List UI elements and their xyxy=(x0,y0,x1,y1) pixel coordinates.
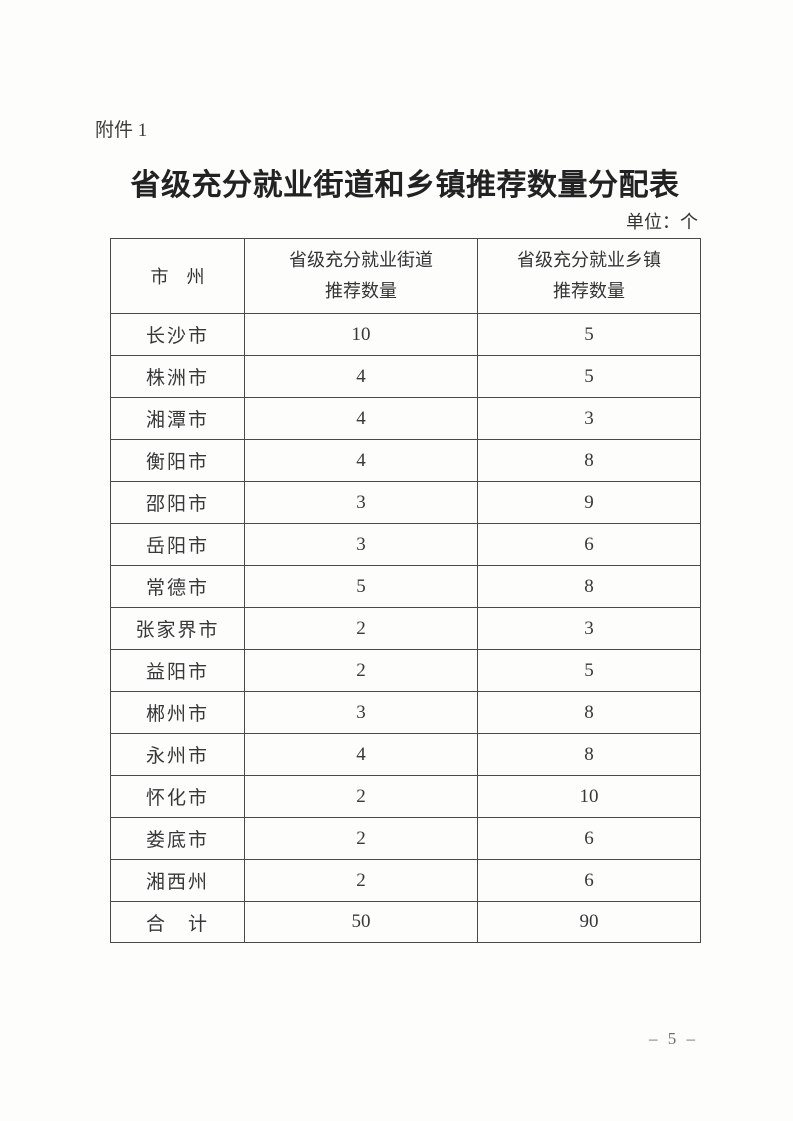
streets-count-cell: 2 xyxy=(244,817,478,860)
townships-count-cell: 8 xyxy=(477,439,701,482)
townships-count-cell: 6 xyxy=(477,859,701,902)
table-row: 张家界市 2 3 xyxy=(110,607,701,650)
city-cell: 湘潭市 xyxy=(110,397,245,440)
townships-count-cell: 8 xyxy=(477,733,701,776)
streets-count-cell: 4 xyxy=(244,397,478,440)
streets-count-cell: 2 xyxy=(244,649,478,692)
total-townships-cell: 90 xyxy=(477,901,701,943)
streets-count-cell: 10 xyxy=(244,313,478,356)
attachment-label: 附件 1 xyxy=(95,120,148,141)
townships-count-cell: 3 xyxy=(477,607,701,650)
streets-count-cell: 4 xyxy=(244,355,478,398)
header-townships: 省级充分就业乡镇 推荐数量 xyxy=(477,238,701,314)
streets-count-cell: 2 xyxy=(244,859,478,902)
city-cell: 常德市 xyxy=(110,565,245,608)
table-row: 湘潭市 4 3 xyxy=(110,397,701,440)
table-row: 常德市 5 8 xyxy=(110,565,701,608)
city-cell: 衡阳市 xyxy=(110,439,245,482)
header-townships-line1: 省级充分就业乡镇 xyxy=(517,250,661,270)
table-total-row: 合 计 50 90 xyxy=(110,901,701,943)
streets-count-cell: 2 xyxy=(244,607,478,650)
townships-count-cell: 5 xyxy=(477,355,701,398)
city-cell: 怀化市 xyxy=(110,775,245,818)
table-row: 衡阳市 4 8 xyxy=(110,439,701,482)
streets-count-cell: 5 xyxy=(244,565,478,608)
table-row: 永州市 4 8 xyxy=(110,733,701,776)
city-cell: 张家界市 xyxy=(110,607,245,650)
header-streets-line1: 省级充分就业街道 xyxy=(289,250,433,270)
table-row: 湘西州 2 6 xyxy=(110,859,701,902)
townships-count-cell: 6 xyxy=(477,817,701,860)
city-cell: 益阳市 xyxy=(110,649,245,692)
table-row: 娄底市 2 6 xyxy=(110,817,701,860)
streets-count-cell: 4 xyxy=(244,733,478,776)
page-number: – 5 – xyxy=(649,1029,698,1048)
total-streets-cell: 50 xyxy=(244,901,478,943)
table-row: 株洲市 4 5 xyxy=(110,355,701,398)
streets-count-cell: 3 xyxy=(244,481,478,524)
city-cell: 株洲市 xyxy=(110,355,245,398)
townships-count-cell: 10 xyxy=(477,775,701,818)
header-townships-line2: 推荐数量 xyxy=(553,281,625,301)
streets-count-cell: 3 xyxy=(244,691,478,734)
townships-count-cell: 6 xyxy=(477,523,701,566)
table-header-row: 市 州 省级充分就业街道 推荐数量 省级充分就业乡镇 推荐数量 xyxy=(110,238,701,314)
townships-count-cell: 5 xyxy=(477,313,701,356)
townships-count-cell: 3 xyxy=(477,397,701,440)
city-cell: 邵阳市 xyxy=(110,481,245,524)
city-cell: 永州市 xyxy=(110,733,245,776)
townships-count-cell: 5 xyxy=(477,649,701,692)
streets-count-cell: 4 xyxy=(244,439,478,482)
allocation-table: 市 州 省级充分就业街道 推荐数量 省级充分就业乡镇 推荐数量 长沙市 10 5… xyxy=(110,238,701,943)
table-row: 郴州市 3 8 xyxy=(110,691,701,734)
streets-count-cell: 2 xyxy=(244,775,478,818)
city-cell: 湘西州 xyxy=(110,859,245,902)
townships-count-cell: 8 xyxy=(477,691,701,734)
table-row: 邵阳市 3 9 xyxy=(110,481,701,524)
header-streets: 省级充分就业街道 推荐数量 xyxy=(244,238,478,314)
header-city: 市 州 xyxy=(110,238,245,314)
table-row: 怀化市 2 10 xyxy=(110,775,701,818)
unit-label: 单位：个 xyxy=(626,212,698,232)
total-label-cell: 合 计 xyxy=(110,901,245,943)
page-title: 省级充分就业街道和乡镇推荐数量分配表 xyxy=(130,169,680,202)
header-streets-line2: 推荐数量 xyxy=(325,281,397,301)
streets-count-cell: 3 xyxy=(244,523,478,566)
city-cell: 郴州市 xyxy=(110,691,245,734)
city-cell: 岳阳市 xyxy=(110,523,245,566)
table-row: 益阳市 2 5 xyxy=(110,649,701,692)
table-row: 长沙市 10 5 xyxy=(110,313,701,356)
city-cell: 娄底市 xyxy=(110,817,245,860)
table-row: 岳阳市 3 6 xyxy=(110,523,701,566)
townships-count-cell: 8 xyxy=(477,565,701,608)
townships-count-cell: 9 xyxy=(477,481,701,524)
city-cell: 长沙市 xyxy=(110,313,245,356)
